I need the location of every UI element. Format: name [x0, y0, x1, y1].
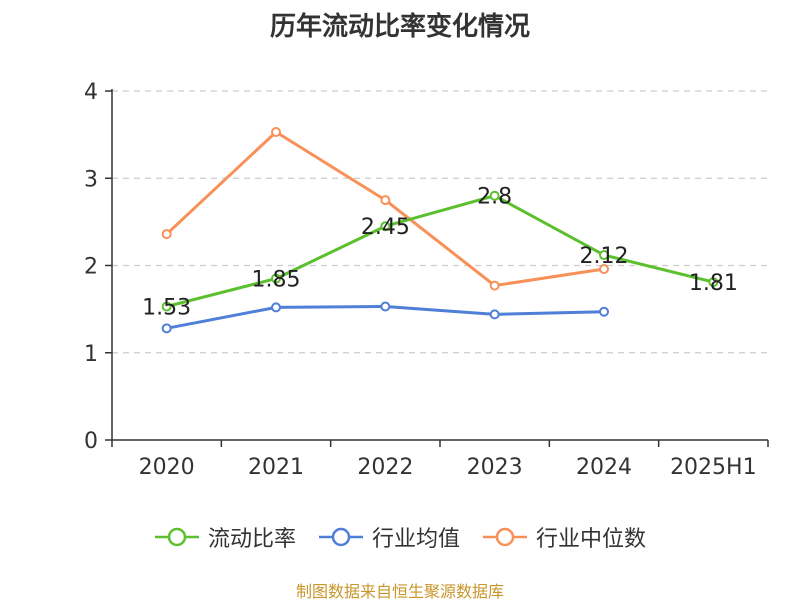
series-0-point-2022 — [380, 221, 391, 232]
x-tick-label-2021: 2021 — [248, 455, 304, 480]
legend-marker-industry-mean — [318, 527, 363, 547]
y-tick-label-0: 0 — [84, 429, 98, 454]
series-0-point-2020 — [161, 301, 172, 312]
series-line-2 — [165, 130, 605, 288]
series-2-point-2021 — [271, 127, 281, 138]
series-2-point-2024 — [599, 263, 609, 274]
series-0-point-2025H1 — [708, 277, 719, 288]
legend-label-industry-median: 行业中位数 — [536, 527, 647, 552]
legend-item-current-ratio[interactable]: 流动比率 — [154, 521, 296, 553]
data-label-2023: 2.8 — [477, 185, 512, 210]
series-line-0 — [166, 194, 714, 308]
x-tick-label-2020: 2020 — [139, 455, 195, 480]
legend: 流动比率 行业均值 行业中位数 — [0, 520, 800, 554]
legend-label-industry-mean: 行业均值 — [371, 527, 460, 552]
legend-marker-industry-median — [483, 527, 527, 547]
series-1-point-2022 — [380, 301, 391, 312]
series-0-point-2024 — [599, 250, 609, 261]
y-tick-label-4: 4 — [84, 80, 98, 105]
series-0-point-2021 — [271, 273, 281, 284]
data-label-2022: 2.45 — [361, 215, 410, 240]
legend-label-current-ratio: 流动比率 — [207, 527, 296, 552]
x-tick-label-2024: 2024 — [576, 455, 632, 480]
data-label-2020: 1.53 — [142, 296, 191, 321]
series-2-point-2022 — [380, 195, 391, 206]
series-2-point-2020 — [161, 229, 172, 240]
series-0-point-2023 — [489, 190, 500, 201]
legend-item-industry-mean[interactable]: 行业均值 — [318, 521, 460, 553]
x-tick-label-2023: 2023 — [467, 455, 523, 480]
y-tick-label-2: 2 — [84, 255, 98, 280]
x-tick-label-2025H1: 2025H1 — [670, 455, 757, 480]
legend-item-industry-median[interactable]: 行业中位数 — [482, 521, 646, 553]
series-2-point-2023 — [489, 280, 500, 291]
legend-marker-current-ratio — [154, 527, 199, 547]
data-labels: 1.53 1.85 2.45 2.8 2.12 1.81 — [142, 185, 738, 321]
y-tick-label-3: 3 — [84, 167, 98, 192]
series-lines — [161, 127, 719, 334]
source-note: 制图数据来自恒生聚源数据库 — [295, 582, 504, 601]
chart-title: 历年流动比率变化情况 — [269, 12, 530, 42]
series-1-point-2023 — [489, 309, 500, 320]
axes: 0 1 2 3 4 2020 2021 2022 2023 2024 2025H1 — [84, 80, 769, 480]
data-label-2024: 2.12 — [580, 244, 629, 269]
series-1-point-2021 — [271, 302, 281, 313]
data-label-2021: 1.85 — [252, 268, 301, 293]
grid-lines — [112, 90, 768, 354]
data-label-2025H1: 1.81 — [689, 271, 738, 296]
y-tick-label-1: 1 — [84, 342, 98, 367]
x-tick-label-2022: 2022 — [357, 455, 413, 480]
series-1-point-2024 — [599, 306, 609, 317]
series-1-point-2020 — [161, 323, 172, 334]
